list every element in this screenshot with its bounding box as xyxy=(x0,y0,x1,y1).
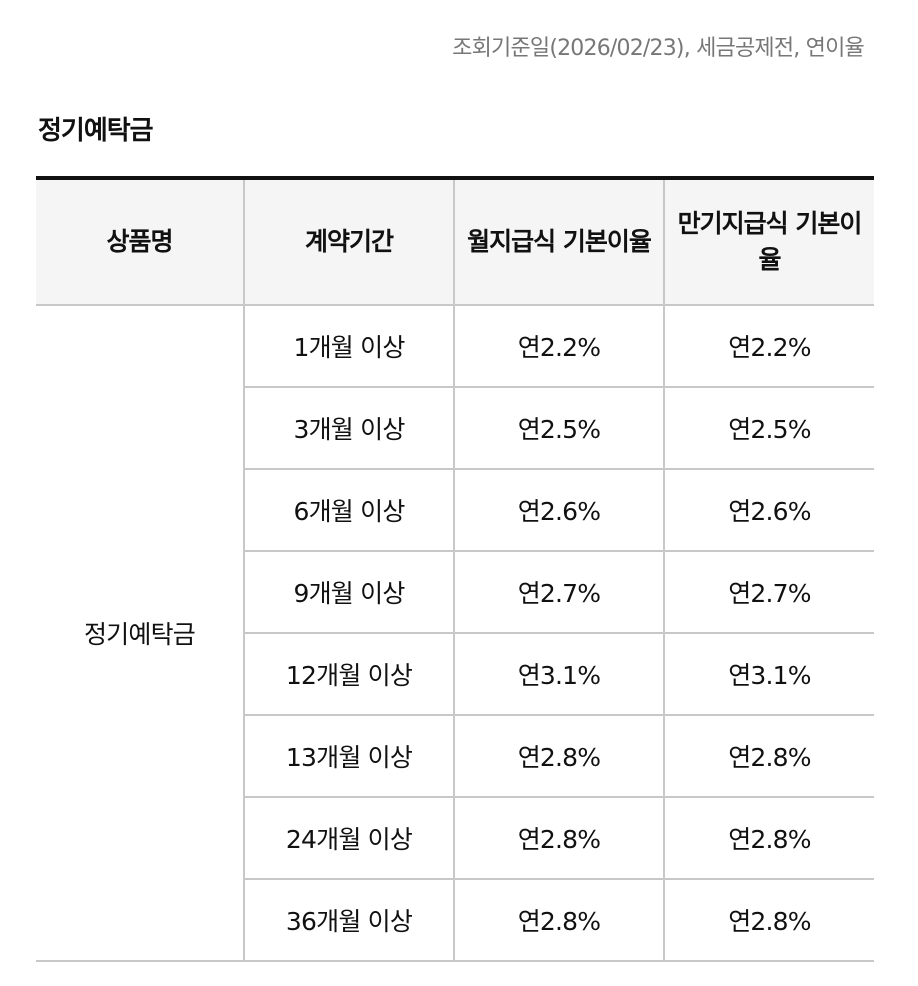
monthly-rate-cell: 연3.1% xyxy=(453,633,664,716)
table-row: 36개월 이상 연2.8% 연2.8% xyxy=(36,879,874,962)
monthly-rate-cell: 연2.8% xyxy=(453,797,664,880)
term-cell: 13개월 이상 xyxy=(243,715,454,798)
header-term: 계약기간 xyxy=(243,176,454,306)
table-row: 3개월 이상 연2.5% 연2.5% xyxy=(36,387,874,470)
monthly-rate-cell: 연2.5% xyxy=(453,387,664,470)
monthly-rate-cell: 연2.2% xyxy=(453,305,664,388)
maturity-rate-cell: 연2.2% xyxy=(663,305,874,388)
table-row: 정기예탁금 1개월 이상 연2.2% 연2.2% xyxy=(36,305,874,962)
maturity-rate-cell: 연3.1% xyxy=(663,633,874,716)
table-row: 12개월 이상 연3.1% 연3.1% xyxy=(36,633,874,716)
maturity-rate-cell: 연2.5% xyxy=(663,387,874,470)
monthly-rate-cell: 연2.7% xyxy=(453,551,664,634)
product-name-cell: 정기예탁금 xyxy=(36,305,244,962)
term-cell: 12개월 이상 xyxy=(243,633,454,716)
table-row: 13개월 이상 연2.8% 연2.8% xyxy=(36,715,874,798)
header-maturity-rate: 만기지급식 기본이율 xyxy=(663,176,874,306)
header-product: 상품명 xyxy=(36,176,244,306)
term-cell: 36개월 이상 xyxy=(243,879,454,962)
interest-rate-table: 상품명 계약기간 월지급식 기본이율 만기지급식 기본이율 정기예탁금 1개월 … xyxy=(36,176,874,962)
monthly-rate-cell: 연2.8% xyxy=(453,879,664,962)
term-cell: 24개월 이상 xyxy=(243,797,454,880)
maturity-rate-cell: 연2.8% xyxy=(663,715,874,798)
term-cell: 1개월 이상 xyxy=(243,305,454,388)
table-row: 9개월 이상 연2.7% 연2.7% xyxy=(36,551,874,634)
maturity-rate-cell: 연2.6% xyxy=(663,469,874,552)
table-row: 6개월 이상 연2.6% 연2.6% xyxy=(36,469,874,552)
term-cell: 9개월 이상 xyxy=(243,551,454,634)
table-row: 24개월 이상 연2.8% 연2.8% xyxy=(36,797,874,880)
maturity-rate-cell: 연2.7% xyxy=(663,551,874,634)
rate-basis-notice: 조회기준일(2026/02/23), 세금공제전, 연이율 xyxy=(452,36,865,61)
term-cell: 6개월 이상 xyxy=(243,469,454,552)
table-body: 정기예탁금 1개월 이상 연2.2% 연2.2% 3개월 이상 연2.5% 연2… xyxy=(36,305,874,962)
monthly-rate-cell: 연2.6% xyxy=(453,469,664,552)
header-row: 상품명 계약기간 월지급식 기본이율 만기지급식 기본이율 xyxy=(36,176,874,306)
maturity-rate-cell: 연2.8% xyxy=(663,797,874,880)
header-monthly-rate: 월지급식 기본이율 xyxy=(453,176,664,306)
table-header: 상품명 계약기간 월지급식 기본이율 만기지급식 기본이율 xyxy=(36,176,874,306)
monthly-rate-cell: 연2.8% xyxy=(453,715,664,798)
term-cell: 3개월 이상 xyxy=(243,387,454,470)
maturity-rate-cell: 연2.8% xyxy=(663,879,874,962)
section-title: 정기예탁금 xyxy=(38,116,154,146)
